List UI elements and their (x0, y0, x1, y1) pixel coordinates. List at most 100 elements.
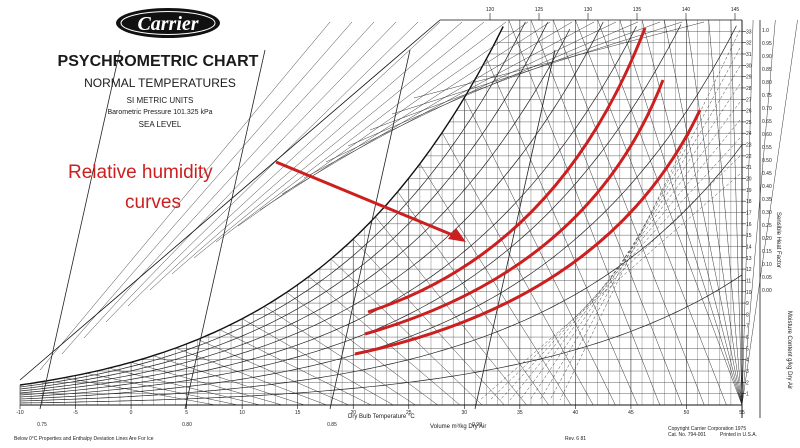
enthalpy-line (131, 362, 283, 406)
chart-labels: 120 125 130 135 140 145 (19, 7, 742, 381)
volume-tick-label: 0.75 (37, 422, 47, 428)
rh-red-curve (354, 109, 702, 356)
ratio-tick-label: 0.10 (762, 262, 772, 268)
footer-rev: Rev. 6 81 (565, 436, 586, 442)
moisture-tick-label: 4 (746, 358, 749, 364)
moisture-tick-label: 5 (746, 346, 749, 352)
rh-curve (19, 144, 743, 402)
x-tick-label: 15 (295, 410, 301, 416)
enthalpy-scale-line (303, 21, 595, 179)
ratio-tick-label: 0.20 (762, 236, 772, 242)
moisture-tick-label: 31 (746, 52, 752, 58)
shf-line (549, 47, 741, 401)
enthalpy-line (619, 19, 743, 406)
volume-tick-label: 0.80 (182, 422, 192, 428)
ratio-tick-label: 0.45 (762, 171, 772, 177)
x-tick-label: 45 (628, 410, 634, 416)
enthalpy-scale-line (39, 21, 331, 371)
rh-curve (19, 274, 743, 404)
ratio-tick-label: 0.00 (762, 288, 772, 294)
shf-line (499, 137, 741, 401)
ratio-tick-label: 0.30 (762, 210, 772, 216)
enthalpy-line (330, 258, 483, 406)
moisture-tick-label: 6 (746, 335, 749, 341)
ratio-tick-label: 0.35 (762, 197, 772, 203)
x-tick-label: 20 (350, 410, 356, 416)
enthalpy-line (441, 132, 594, 406)
x-tick-label: 55 (739, 410, 745, 416)
ratio-tick-label: 0.25 (762, 223, 772, 229)
rh-red-curve (367, 27, 647, 314)
x-tick-label: -10 (16, 410, 23, 416)
shf-line (559, 29, 741, 401)
top-tick-label: 125 (535, 7, 544, 13)
ratio-tick-label: 0.80 (762, 80, 772, 86)
x-tick-label: 30 (462, 410, 468, 416)
units-label: SI METRIC UNITS (127, 96, 194, 105)
enthalpy-line (242, 318, 394, 406)
enthalpy-line (86, 373, 238, 406)
carrier-logo: Carrier (116, 8, 220, 38)
top-tick-label: 120 (486, 7, 495, 13)
footer-note: Below 0°C Properties and Enthalpy Deviat… (14, 436, 154, 442)
right-axis: 3332313029282726252423222120191817161514… (741, 20, 772, 418)
moisture-tick-label: 23 (746, 143, 752, 149)
shf-line (479, 173, 741, 401)
volume-tick-label: 0.85 (327, 422, 337, 428)
shf-line (519, 101, 741, 401)
ratio-tick-label: 0.60 (762, 132, 772, 138)
moisture-tick-label: 22 (746, 154, 752, 160)
moisture-tick-label: 28 (746, 86, 752, 92)
ratio-tick-label: 0.40 (762, 184, 772, 190)
enthalpy-line (175, 347, 327, 406)
ratio-tick-label: 0.15 (762, 249, 772, 255)
enthalpy-scale-line (171, 21, 463, 275)
moisture-tick-label: 2 (746, 380, 749, 386)
enthalpy-line (375, 216, 527, 406)
x-tick-label: 35 (517, 410, 523, 416)
enthalpy-scale-line (281, 21, 573, 195)
moisture-tick-label: 1 (746, 392, 749, 398)
enthalpy-line (353, 238, 505, 406)
volume-line (184, 49, 266, 410)
rh-red-curve (364, 79, 665, 336)
enthalpy-scale-line (369, 21, 661, 131)
ratio-tick-label: 0.95 (762, 41, 772, 47)
moisture-tick-label: 27 (746, 97, 752, 103)
top-tick-label: 140 (682, 7, 691, 13)
saturation-curve (19, 26, 504, 386)
enthalpy-scale-line (391, 21, 683, 115)
moisture-tick-label: 18 (746, 199, 752, 205)
annotation-arrow (275, 160, 456, 238)
footer-copyright: Copyright Carrier Corporation 1975 (668, 426, 746, 432)
moisture-tick-label: 11 (746, 278, 751, 284)
x-tick-label: 25 (406, 410, 412, 416)
enthalpy-line (286, 292, 438, 406)
enthalpy-line (397, 191, 549, 406)
enthalpy-line (686, 19, 743, 406)
enthalpy-scale-edge (19, 19, 441, 381)
enthalpy-line (219, 329, 372, 406)
ratio-tick-label: 0.05 (762, 275, 772, 281)
enthalpy-line (730, 19, 743, 406)
moisture-tick-label: 25 (746, 120, 752, 126)
enthalpy-scale-line (61, 21, 353, 355)
ratio-tick-label: 0.85 (762, 67, 772, 73)
shf-line (509, 119, 741, 401)
enthalpy-scale-line (105, 21, 397, 323)
ratio-tick-label: 0.90 (762, 54, 772, 60)
footer-printed: Printed in U.S.A. (720, 432, 757, 438)
moisture-tick-label: 7 (746, 324, 749, 330)
x-tick-label: -5 (73, 410, 78, 416)
moisture-tick-label: 13 (746, 256, 752, 262)
moisture-tick-label: 24 (746, 131, 752, 137)
enthalpy-line (264, 306, 416, 406)
rh-curve (19, 26, 637, 396)
x-tick-label: 0 (130, 410, 133, 416)
rh-curve (19, 22, 548, 390)
enthalpy-scale-line (215, 21, 507, 243)
ratio-tick-label: 0.50 (762, 158, 772, 164)
chart-title: PSYCHROMETRIC CHART (58, 53, 259, 70)
enthalpy-scale-line (193, 21, 485, 259)
annotation-arrow-head (448, 228, 466, 242)
